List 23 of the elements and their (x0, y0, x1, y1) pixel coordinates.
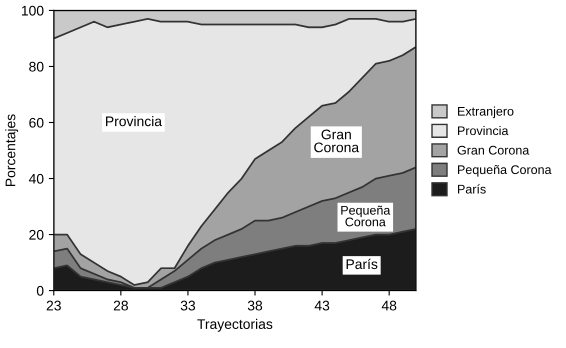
x-tick-label: 28 (114, 300, 128, 311)
legend-label: París (458, 184, 486, 194)
x-tick-label: 33 (180, 300, 196, 311)
legend-label: Provincia (458, 126, 508, 136)
y-tick-label: 60 (29, 118, 44, 128)
annotation: Pequeña Corona (341, 206, 390, 226)
annotation: París (346, 258, 378, 270)
y-tick-label: 20 (29, 230, 44, 240)
y-tick-label: 100 (22, 6, 44, 16)
legend-label: Extranjero (458, 106, 514, 118)
legend-label: Pequeña Corona (458, 165, 552, 177)
y-tick-label: 80 (29, 62, 44, 72)
x-tick-label: 38 (248, 300, 262, 311)
x-axis-title: Trayectorias (197, 318, 272, 332)
x-tick-label: 43 (314, 300, 330, 311)
x-tick-label: 48 (382, 300, 396, 311)
y-tick-label: 0 (36, 286, 44, 296)
y-tick-label: 40 (28, 174, 44, 184)
legend-label: Gran Corona (458, 146, 530, 155)
annotation: Gran Corona (314, 130, 360, 152)
y-axis-title: Porcentajes (5, 114, 18, 186)
x-tick-label: 23 (46, 300, 61, 311)
annotation: Provincia (106, 116, 162, 126)
